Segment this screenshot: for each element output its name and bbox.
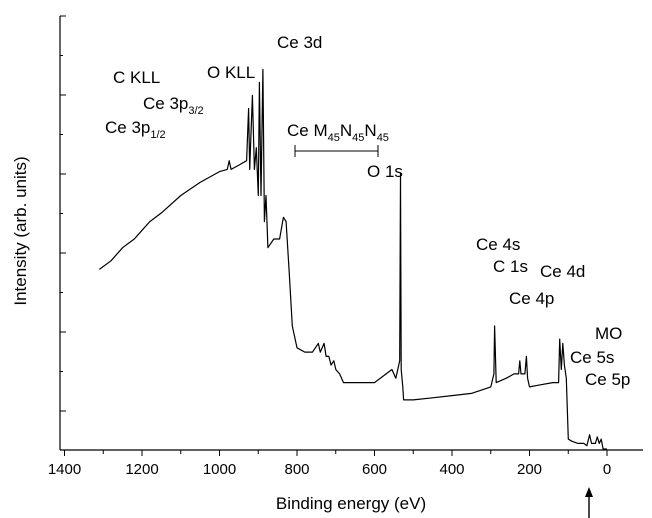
- annotation-ce-3p-3-2-sub: 3/2: [188, 105, 203, 117]
- annotation-ce-3p-1-2: Ce 3p1/2: [105, 118, 166, 141]
- annotation-mo: MO: [595, 324, 622, 343]
- x-axis-label: Binding energy (eV): [276, 494, 426, 513]
- annotation-c-kll: C KLL: [113, 68, 160, 87]
- annotation-ce-3p-1-2-sub: 1/2: [150, 129, 165, 141]
- ce-mnn-bracket: [294, 145, 379, 157]
- x-tick-label: 600: [362, 461, 387, 478]
- x-tick-label: 400: [439, 461, 464, 478]
- mo-arrow-icon: [585, 487, 593, 518]
- x-tick-label: 0: [603, 461, 611, 478]
- x-tick-label: 1200: [125, 461, 158, 478]
- annotation-o-kll: O KLL: [207, 63, 255, 82]
- annotation-ce-5s: Ce 5s: [570, 348, 614, 367]
- axis-ticks: 1400 1200 1000 800 600 400 200 0: [48, 450, 611, 478]
- annotation-ce-3p-3-2: Ce 3p3/2: [143, 94, 204, 117]
- y-axis-label: Intensity (arb. units): [11, 156, 30, 305]
- annotation-o-1s: O 1s: [367, 162, 403, 181]
- annotation-ce-3d: Ce 3d: [277, 33, 322, 52]
- x-tick-label: 200: [517, 461, 542, 478]
- annotation-ce-4d: Ce 4d: [540, 262, 585, 281]
- x-tick-label: 800: [284, 461, 309, 478]
- annotation-c-1s: C 1s: [493, 257, 528, 276]
- annotation-ce-5p: Ce 5p: [585, 370, 630, 389]
- annotation-ce-mnn: Ce M45N45N45: [287, 121, 389, 144]
- x-tick-label: 1000: [203, 461, 236, 478]
- x-tick-label: 1400: [48, 461, 81, 478]
- spectrum-line: [99, 68, 607, 450]
- y-axis-tick-marks: [60, 15, 66, 412]
- annotation-ce-4p: Ce 4p: [509, 289, 554, 308]
- annotation-ce-4s: Ce 4s: [476, 235, 520, 254]
